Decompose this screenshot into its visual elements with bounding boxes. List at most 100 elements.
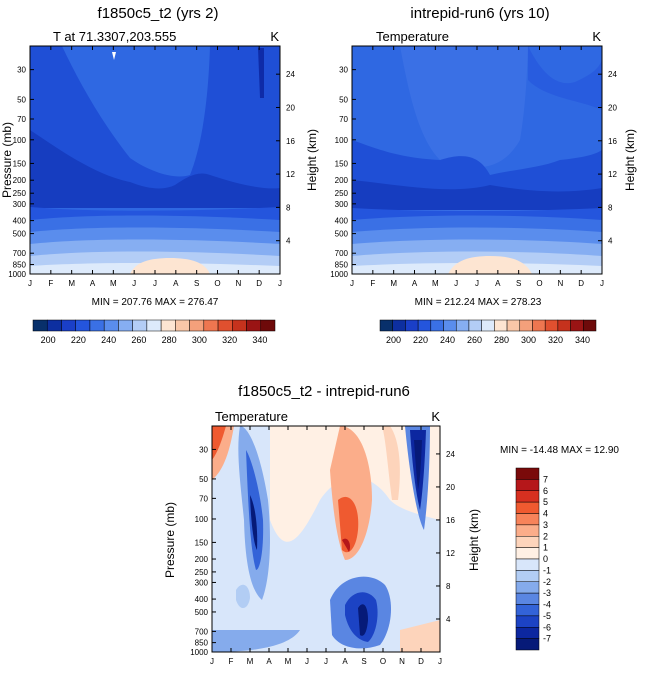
colorbar-swatch — [570, 319, 584, 332]
panel1-subtitle: T at 71.3307,203.555 — [53, 29, 176, 44]
colorbar-swatch — [246, 319, 262, 332]
month-tick-label: N — [235, 279, 241, 288]
colorbar-swatch — [481, 319, 495, 332]
month-tick-label: J — [454, 279, 458, 288]
colorbar-swatch — [160, 319, 176, 332]
pressure-tick-label: 200 — [335, 176, 349, 185]
colorbar-swatch — [583, 319, 597, 332]
month-tick-label: A — [173, 279, 179, 288]
panel1-ylabel: Pressure (mb) — [0, 122, 14, 198]
month-tick-label: S — [361, 657, 366, 666]
pressure-tick-label: 1000 — [8, 270, 26, 279]
colorbar-label: 240 — [101, 335, 116, 345]
colorbar-swatch — [430, 319, 444, 332]
pressure-tick-label: 70 — [199, 494, 208, 503]
panel-intrepid-run6: intrepid-run6 (yrs 10) Temperature K 30 5… — [330, 5, 637, 345]
month-tick-label: A — [412, 279, 418, 288]
month-tick-label: M — [68, 279, 75, 288]
height-tick-label: 16 — [286, 137, 295, 146]
colorbar-swatch — [260, 319, 276, 332]
colorbar-label: 200 — [386, 335, 401, 345]
colorbar-swatch — [532, 319, 546, 332]
height-tick-label: 8 — [446, 582, 451, 591]
panel2-ylabel-right: Height (km) — [623, 129, 637, 191]
month-tick-label: A — [266, 657, 272, 666]
pressure-tick-label: 300 — [195, 578, 209, 587]
month-tick-label: M — [110, 279, 117, 288]
colorbar-label: 3 — [543, 520, 548, 530]
height-tick-label: 12 — [446, 549, 455, 558]
colorbar-swatch — [515, 479, 540, 491]
pressure-tick-label: 30 — [17, 66, 26, 75]
pressure-tick-label: 300 — [13, 200, 27, 209]
pressure-tick-label: 250 — [335, 189, 349, 198]
panel3-title: f1850c5_t2 - intrepid-run6 — [238, 383, 410, 400]
pressure-tick-label: 500 — [195, 608, 209, 617]
colorbar-swatch — [515, 627, 540, 639]
colorbar-label: -3 — [543, 588, 551, 598]
pressure-tick-label: 700 — [195, 627, 209, 636]
height-tick-label: 4 — [608, 237, 613, 246]
panel1-min-max: MIN = 207.76 MAX = 276.47 — [92, 297, 219, 308]
colorbar-swatch — [175, 319, 190, 332]
panel3-colorbar: 7 65 432 10-1 -2-3 -4-5-6 -7 — [515, 467, 551, 651]
pressure-tick-label: 700 — [335, 249, 349, 258]
month-tick-label: J — [600, 279, 604, 288]
month-tick-label: A — [342, 657, 348, 666]
month-tick-label: A — [495, 279, 501, 288]
pressure-tick-label: 100 — [195, 515, 209, 524]
panel2-min-max: MIN = 212.24 MAX = 278.23 — [415, 297, 542, 308]
colorbar-swatch — [515, 524, 540, 537]
colorbar-label: 340 — [252, 335, 267, 345]
pressure-tick-label: 150 — [335, 159, 349, 168]
height-tick-label: 8 — [286, 203, 291, 212]
pressure-tick-label: 300 — [335, 200, 349, 209]
colorbar-swatch — [146, 319, 162, 332]
colorbar-swatch — [61, 319, 76, 332]
pressure-tick-label: 400 — [195, 595, 209, 604]
panel1-title: f1850c5_t2 (yrs 2) — [98, 5, 219, 22]
month-tick-label: J — [350, 279, 354, 288]
month-tick-label: N — [399, 657, 405, 666]
colorbar-label: 260 — [131, 335, 146, 345]
height-tick-label: 24 — [446, 450, 455, 459]
pressure-tick-label: 700 — [13, 249, 27, 258]
pressure-tick-label: 30 — [339, 66, 348, 75]
panel1-contour-field — [30, 46, 280, 274]
colorbar-swatch — [515, 592, 540, 605]
month-tick-label: J — [324, 657, 328, 666]
height-tick-label: 20 — [446, 483, 455, 492]
colorbar-swatch — [32, 319, 48, 332]
colorbar-swatch — [379, 319, 393, 332]
colorbar-label: 220 — [413, 335, 428, 345]
colorbar-swatch — [89, 319, 105, 332]
panel1-units: K — [270, 29, 279, 44]
pressure-tick-label: 1000 — [330, 270, 348, 279]
colorbar-swatch — [217, 319, 233, 332]
colorbar-label: 260 — [467, 335, 482, 345]
month-tick-label: O — [214, 279, 220, 288]
panel3-ylabel-right: Height (km) — [467, 509, 481, 571]
height-tick-label: 24 — [286, 70, 295, 79]
colorbar-label: 220 — [71, 335, 86, 345]
colorbar-swatch — [519, 319, 533, 332]
colorbar-label: 240 — [440, 335, 455, 345]
pressure-tick-label: 200 — [195, 555, 209, 564]
colorbar-label: 340 — [575, 335, 590, 345]
colorbar-label: 4 — [543, 509, 548, 519]
colorbar-swatch — [203, 319, 219, 332]
colorbar-label: 300 — [192, 335, 207, 345]
colorbar-label: 200 — [41, 335, 56, 345]
pressure-tick-label: 30 — [199, 445, 208, 454]
pressure-tick-label: 70 — [17, 115, 26, 124]
height-tick-label: 8 — [608, 203, 613, 212]
colorbar-label: 320 — [222, 335, 237, 345]
pressure-tick-label: 50 — [199, 475, 208, 484]
panel3-height-axis: 24 20 16 12 8 4 — [436, 450, 455, 624]
panel2-subtitle: Temperature — [376, 29, 449, 44]
colorbar-swatch — [132, 319, 148, 332]
month-tick-label: O — [380, 657, 386, 666]
month-tick-label: J — [305, 657, 309, 666]
